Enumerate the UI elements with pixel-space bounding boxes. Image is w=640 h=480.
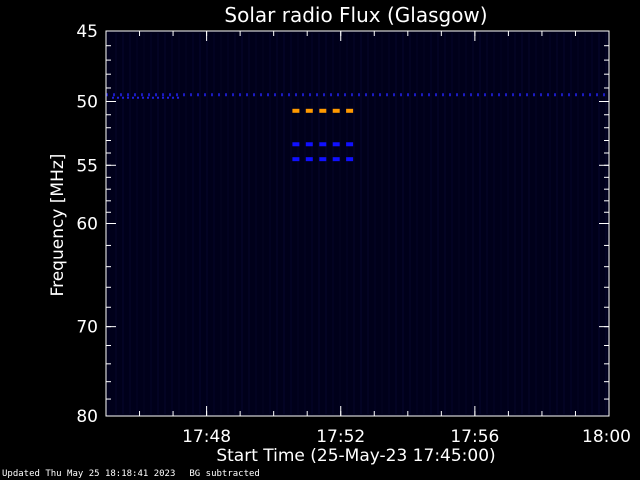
footer-status: Updated Thu May 25 18:18:41 2023 BG subtr…	[2, 469, 274, 480]
y-axis-label: Frequency [MHz]	[48, 154, 68, 297]
burst-mark	[292, 142, 300, 147]
burst-mark	[332, 142, 340, 147]
x-tick-label: 17:56	[450, 427, 499, 447]
burst-mark	[319, 157, 327, 162]
burst-mark	[305, 142, 313, 147]
background-note: BG subtracted	[189, 469, 260, 479]
y-tick-label: 45	[76, 22, 98, 42]
burst-mark	[319, 108, 327, 113]
y-tick-label: 80	[76, 407, 98, 427]
x-tick-label: 17:52	[316, 427, 365, 447]
y-tick-label: 50	[76, 93, 98, 113]
burst-mark	[346, 157, 354, 162]
burst-mark	[332, 108, 340, 113]
burst-features	[106, 93, 609, 162]
y-axis-ticks: 45 50 55 60 70 80	[76, 22, 609, 427]
y-tick-label: 55	[76, 156, 98, 176]
x-axis-label: Start Time (25-May-23 17:45:00)	[216, 446, 495, 466]
plot-area	[106, 31, 609, 416]
burst-mark	[292, 108, 300, 113]
chart-title: Solar radio Flux (Glasgow)	[224, 3, 487, 27]
updated-timestamp: Updated Thu May 25 18:18:41 2023	[2, 469, 176, 479]
y-tick-label: 70	[76, 318, 98, 338]
burst-mark	[305, 157, 313, 162]
x-axis-ticks: 17:48 17:52 17:56 18:00	[105, 31, 631, 447]
burst-mark	[319, 142, 327, 147]
burst-mark	[305, 108, 313, 113]
y-tick-label: 60	[76, 215, 98, 235]
x-tick-label: 18:00	[582, 427, 631, 447]
x-tick-label: 17:48	[182, 427, 231, 447]
burst-mark	[346, 108, 354, 113]
plot-background	[106, 31, 609, 416]
burst-mark	[292, 157, 300, 162]
burst-mark	[332, 157, 340, 162]
burst-mark	[346, 142, 354, 147]
